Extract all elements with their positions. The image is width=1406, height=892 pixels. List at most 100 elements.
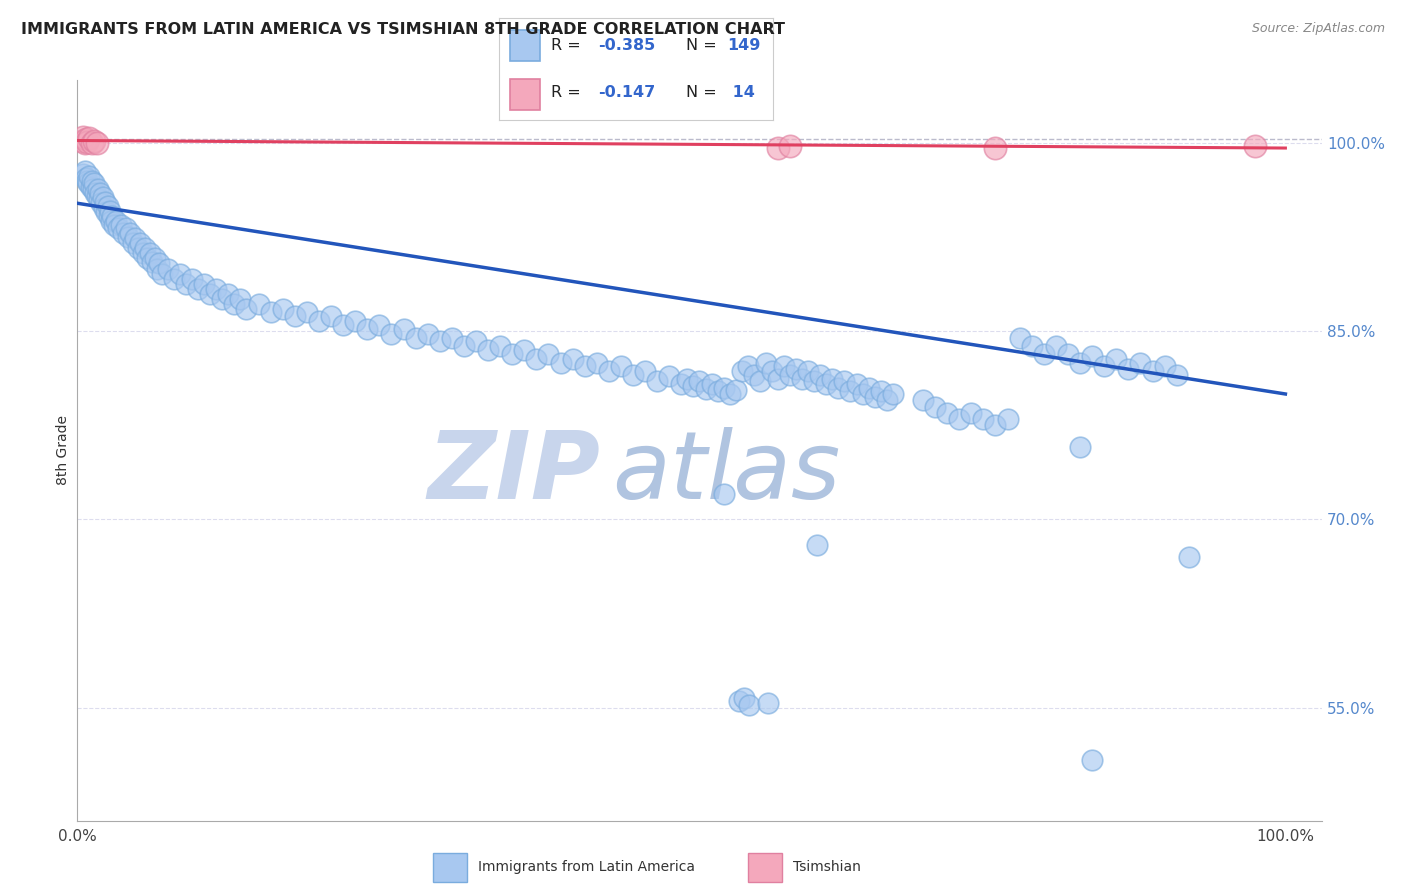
Point [72, 129, 94, 144]
Point [808, 368, 831, 383]
Point [1045, 339, 1067, 353]
Text: R =: R = [551, 86, 586, 100]
Point [82, 182, 104, 196]
Point [984, 418, 1007, 433]
Point [645, 375, 668, 389]
Point [143, 252, 166, 266]
Point [834, 375, 856, 389]
Point [117, 230, 139, 244]
Point [911, 393, 934, 408]
Point [295, 305, 318, 319]
Point [122, 236, 145, 251]
Point [211, 292, 233, 306]
Point [103, 218, 125, 232]
Point [728, 694, 751, 708]
Point [150, 267, 173, 281]
Point [779, 368, 801, 383]
Point [80, 136, 103, 150]
Point [224, 296, 246, 310]
Point [761, 364, 783, 378]
Point [863, 390, 886, 404]
Point [1142, 364, 1164, 378]
Point [634, 364, 657, 378]
Point [1008, 330, 1031, 344]
Point [344, 314, 367, 328]
Point [671, 376, 693, 391]
Point [695, 382, 717, 396]
Text: R =: R = [551, 38, 586, 53]
Point [120, 227, 142, 241]
Point [755, 356, 778, 370]
Point [682, 379, 704, 393]
Point [84, 186, 107, 201]
Point [936, 406, 959, 420]
Point [169, 267, 191, 281]
Text: 14: 14 [727, 86, 755, 100]
Point [742, 368, 765, 383]
Point [141, 255, 163, 269]
Point [247, 296, 270, 310]
Point [187, 282, 209, 296]
Point [76, 174, 98, 188]
Point [1069, 356, 1091, 370]
Point [380, 326, 402, 341]
Point [308, 314, 330, 328]
Point [319, 309, 342, 323]
Point [83, 176, 105, 190]
Point [465, 334, 488, 349]
Point [80, 174, 103, 188]
Point [815, 376, 838, 391]
Point [773, 359, 796, 374]
Point [131, 246, 153, 260]
Point [440, 330, 463, 344]
Point [96, 205, 118, 219]
Point [713, 487, 735, 501]
Point [689, 375, 711, 389]
Point [882, 387, 904, 401]
Point [731, 364, 754, 378]
Point [217, 286, 239, 301]
Point [779, 138, 801, 153]
Point [75, 171, 97, 186]
Point [797, 364, 820, 378]
Point [1177, 550, 1199, 565]
Point [405, 330, 427, 344]
Point [706, 384, 728, 399]
Point [174, 277, 197, 291]
Text: N =: N = [686, 86, 721, 100]
Point [284, 309, 307, 323]
Point [1129, 356, 1152, 370]
Point [1092, 359, 1115, 374]
Text: -0.385: -0.385 [598, 38, 655, 53]
Point [112, 227, 135, 241]
Point [98, 203, 121, 218]
Point [86, 136, 108, 150]
Point [93, 201, 115, 215]
Text: IMMIGRANTS FROM LATIN AMERICA VS TSIMSHIAN 8TH GRADE CORRELATION CHART: IMMIGRANTS FROM LATIN AMERICA VS TSIMSHI… [21, 22, 785, 37]
Point [1166, 368, 1188, 383]
Point [1057, 347, 1080, 361]
Point [489, 339, 512, 353]
Point [477, 343, 499, 357]
Point [89, 186, 111, 201]
Point [724, 383, 747, 397]
Text: atlas: atlas [613, 427, 841, 518]
Point [156, 261, 179, 276]
Point [124, 231, 146, 245]
Point [1021, 339, 1043, 353]
Text: Tsimshian: Tsimshian [793, 861, 860, 874]
Point [127, 242, 149, 256]
Point [713, 381, 735, 395]
Point [100, 214, 122, 228]
Point [869, 384, 891, 399]
Point [737, 359, 759, 374]
Point [526, 351, 548, 366]
Point [205, 282, 228, 296]
Point [75, 132, 97, 146]
Point [101, 209, 124, 223]
Point [1069, 440, 1091, 454]
Point [984, 141, 1007, 155]
Point [876, 393, 898, 408]
Point [73, 136, 96, 150]
FancyBboxPatch shape [748, 854, 782, 881]
